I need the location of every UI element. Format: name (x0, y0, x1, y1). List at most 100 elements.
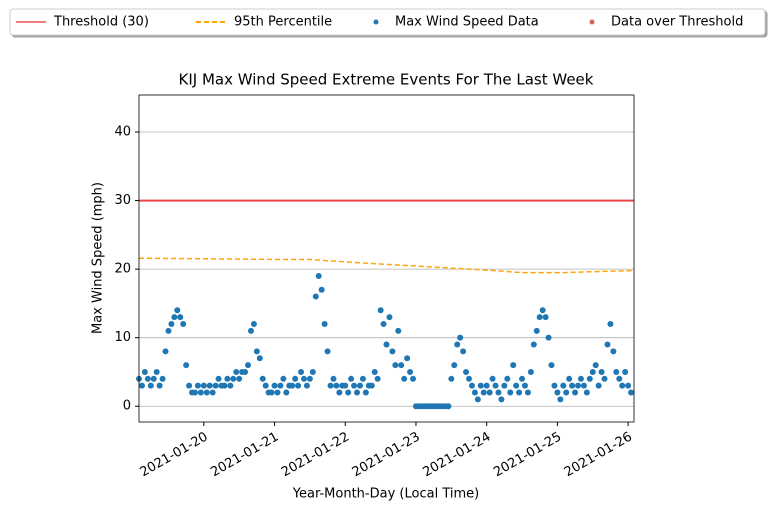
data-point (468, 382, 475, 389)
data-point (383, 341, 390, 348)
data-point (410, 375, 417, 382)
data-point (171, 314, 178, 321)
data-point (604, 341, 611, 348)
data-point (625, 382, 632, 389)
data-point (566, 375, 573, 382)
data-point (230, 375, 237, 382)
data-point (253, 348, 260, 355)
data-point (474, 396, 481, 403)
data-point (610, 348, 617, 355)
plot-area: 0102030402021-01-202021-01-212021-01-222… (114, 94, 635, 481)
data-point (354, 389, 361, 396)
data-point (277, 382, 284, 389)
data-point (165, 327, 172, 334)
data-point (289, 382, 296, 389)
data-point (250, 320, 257, 327)
data-point (619, 382, 626, 389)
data-point (221, 382, 228, 389)
data-point (519, 375, 526, 382)
data-point (463, 368, 470, 375)
legend-swatch (373, 19, 379, 25)
data-point (242, 368, 249, 375)
data-point (141, 368, 148, 375)
y-tick-label: 20 (114, 262, 131, 277)
data-point (404, 355, 411, 362)
data-point (607, 320, 614, 327)
data-point (613, 368, 620, 375)
data-point (598, 368, 605, 375)
data-point (586, 375, 593, 382)
data-point (327, 382, 334, 389)
data-point (407, 368, 414, 375)
data-point (191, 389, 198, 396)
data-point (551, 382, 558, 389)
data-point (309, 368, 316, 375)
data-point (460, 348, 467, 355)
data-point (268, 389, 275, 396)
y-axis-label: Max Wind Speed (mph) (91, 182, 106, 334)
data-point (521, 382, 528, 389)
legend-label: 95th Percentile (234, 15, 332, 30)
data-point (177, 314, 184, 321)
data-point (318, 286, 325, 293)
data-point (301, 375, 307, 382)
data-point (401, 375, 408, 382)
data-point (398, 362, 405, 369)
data-point (283, 389, 290, 396)
data-point (362, 389, 369, 396)
data-point (545, 334, 552, 341)
data-point (513, 382, 520, 389)
data-point (507, 389, 514, 396)
data-point (292, 375, 299, 382)
data-point (510, 362, 517, 369)
data-point (174, 307, 181, 314)
data-point (536, 314, 543, 321)
chart-title: KIJ Max Wind Speed Extreme Events For Th… (179, 71, 594, 89)
legend: Threshold (30) 95th Percentile Max Wind Sp… (16, 15, 743, 30)
x-axis-label: Year-Month-Day (Local Time) (292, 487, 479, 502)
data-point (533, 327, 540, 334)
data-point (601, 375, 608, 382)
data-point (144, 375, 151, 382)
x-tick-label: 2021-01-26 (562, 430, 635, 481)
data-point (622, 368, 629, 375)
x-tick-label: 2021-01-23 (350, 430, 423, 481)
data-point (215, 375, 222, 382)
data-point (233, 368, 240, 375)
legend-swatch (589, 19, 595, 25)
data-point (539, 307, 546, 314)
data-point (557, 396, 564, 403)
data-point (156, 382, 163, 389)
data-point (180, 320, 187, 327)
data-point (324, 348, 331, 355)
data-point (380, 320, 387, 327)
data-point (245, 362, 252, 369)
data-point (448, 375, 455, 382)
data-point (583, 389, 590, 396)
data-point (256, 355, 263, 362)
data-point (162, 348, 169, 355)
data-point (303, 382, 310, 389)
data-point (451, 362, 458, 369)
data-point (457, 334, 464, 341)
y-tick-label: 30 (114, 193, 131, 208)
x-tick-label: 2021-01-20 (138, 430, 211, 481)
data-point (330, 375, 337, 382)
axes-frame (138, 94, 635, 423)
data-point (572, 389, 579, 396)
legend-label: Threshold (30) (53, 15, 149, 30)
data-point (206, 382, 213, 389)
data-point (321, 320, 328, 327)
data-point (342, 382, 349, 389)
data-point (480, 389, 487, 396)
data-point (616, 375, 623, 382)
data-point (386, 314, 393, 321)
data-point (227, 382, 234, 389)
data-point (548, 362, 555, 369)
data-point (454, 341, 461, 348)
data-point (466, 375, 472, 382)
data-point (554, 389, 561, 396)
data-point (524, 389, 531, 396)
data-point (377, 307, 384, 314)
data-point (183, 362, 190, 369)
